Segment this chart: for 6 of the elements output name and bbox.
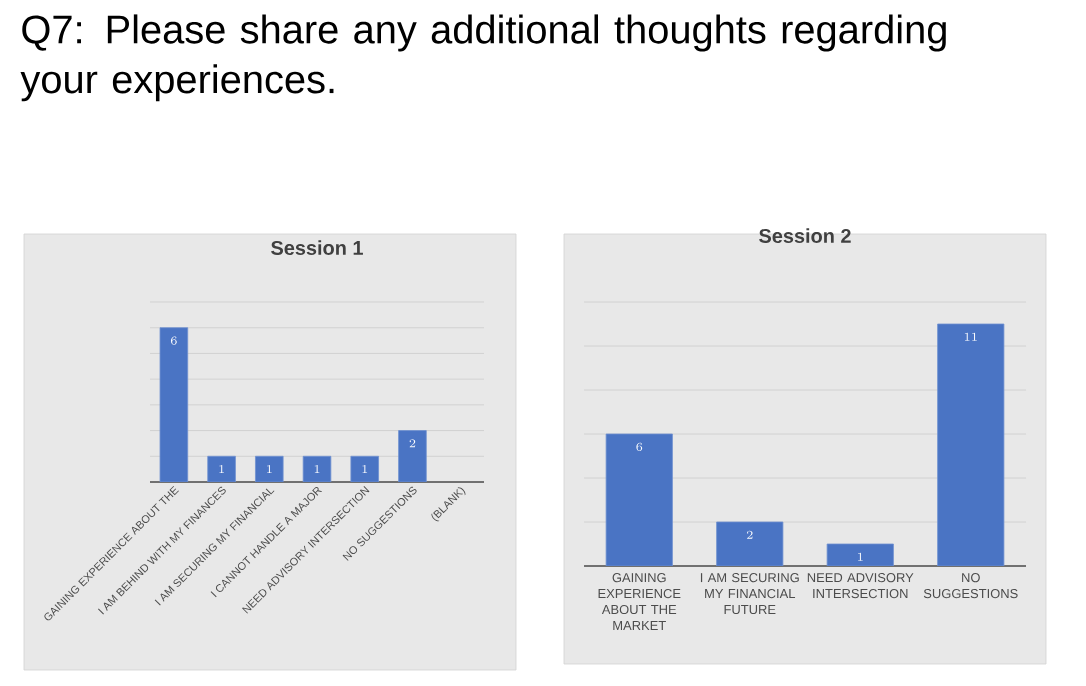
bar <box>937 323 1005 566</box>
bar <box>716 521 784 566</box>
bar <box>605 433 673 566</box>
text: Q7: Please share any additional thoughts regarding your experiences. <box>20 14 946 102</box>
chart-title: Session 2 <box>759 228 851 243</box>
chart-title: Session 1 <box>271 240 363 255</box>
